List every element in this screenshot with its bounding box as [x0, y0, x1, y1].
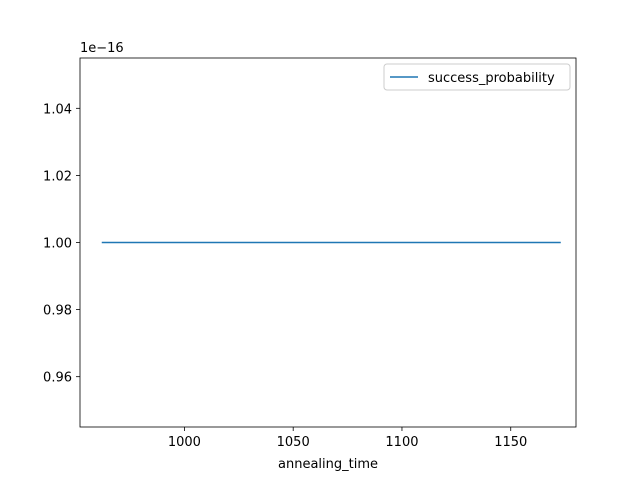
x-tick-label: 1150: [494, 435, 527, 450]
legend-label: success_probability: [428, 71, 555, 86]
legend-box: [383, 63, 571, 91]
legend: success_probability: [383, 63, 571, 91]
y-tick-label: 0.98: [43, 304, 72, 319]
y-axis-offset-label: 1e−16: [80, 41, 124, 56]
y-tick-label: 0.96: [43, 371, 72, 386]
plot-frame: [79, 57, 577, 428]
y-tick-label: 1.00: [43, 237, 72, 252]
x-tick-label: 1100: [385, 435, 418, 450]
x-axis-ticks: 1000 1050 1100 1150: [168, 427, 527, 450]
y-axis-ticks: 0.96 0.98 1.00 1.02 1.04: [43, 102, 80, 386]
y-tick-label: 1.02: [43, 169, 72, 184]
x-axis-label: annealing_time: [278, 457, 378, 472]
y-tick-label: 1.04: [43, 102, 72, 117]
x-tick-label: 1000: [168, 435, 201, 450]
x-tick-label: 1050: [277, 435, 310, 450]
